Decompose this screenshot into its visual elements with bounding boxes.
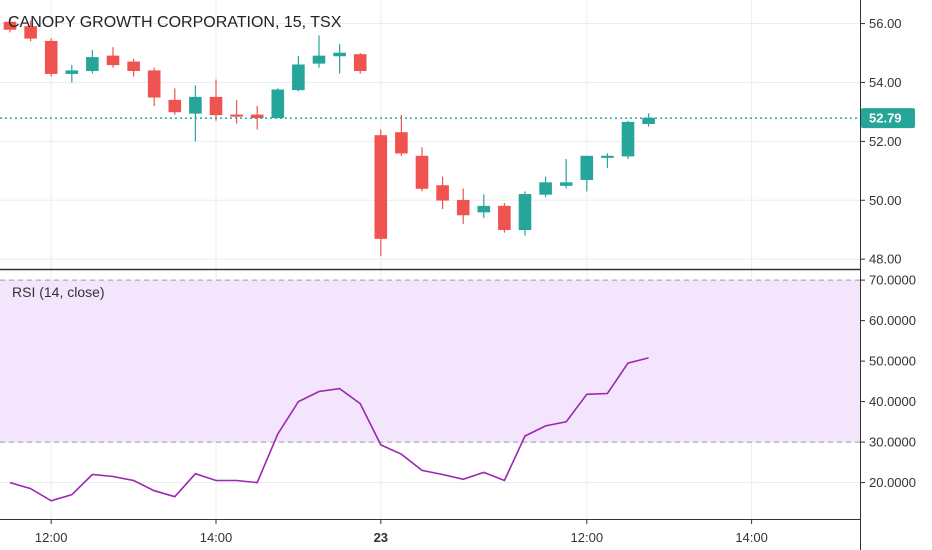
candle[interactable]: [642, 113, 655, 127]
candle[interactable]: [86, 50, 99, 74]
candle-body: [209, 96, 223, 116]
candle[interactable]: [601, 153, 614, 168]
time-axis-ticks[interactable]: 12:00 14:00 23 12:00 14:00: [35, 519, 768, 545]
candle[interactable]: [3, 17, 17, 33]
candle-body: [106, 55, 120, 66]
time-tick-label: 12:00: [571, 530, 604, 545]
candle[interactable]: [65, 64, 79, 83]
candle-body: [271, 89, 285, 119]
candle-body: [456, 199, 470, 216]
candle-body: [333, 52, 346, 57]
time-tick-label: 14:00: [735, 530, 768, 545]
price-tick-label: 50.00: [869, 193, 902, 208]
candle-body: [24, 26, 37, 39]
chart-title: CANOPY GROWTH CORPORATION, 15, TSX: [8, 14, 342, 31]
price-axis-ticks[interactable]: 48.00 50.00 52.00 54.00 56.00: [860, 16, 902, 267]
candle-body: [580, 155, 594, 180]
candle-body: [86, 57, 99, 71]
candle-body: [518, 194, 532, 231]
candle-body: [230, 114, 243, 117]
time-tick-label: 14:00: [200, 530, 233, 545]
candle[interactable]: [147, 67, 161, 107]
price-tick-label: 54.00: [869, 75, 902, 90]
candle-body: [127, 61, 140, 71]
last-price-tag-bg: [861, 108, 915, 129]
time-tick-label: 12:00: [35, 530, 68, 545]
candle-body: [3, 21, 17, 30]
candle[interactable]: [436, 176, 449, 210]
candle-body: [189, 96, 202, 114]
candle[interactable]: [230, 100, 243, 124]
candle[interactable]: [518, 191, 532, 236]
candle[interactable]: [292, 55, 305, 92]
candle-body: [415, 155, 429, 189]
rsi-axis-ticks[interactable]: 20.0000 30.0000 40.0000 50.0000 60.0000 70.00…: [860, 273, 916, 490]
candle[interactable]: [580, 155, 594, 192]
candle-body: [642, 117, 655, 124]
chart-axes: [0, 0, 861, 550]
candle[interactable]: [24, 20, 37, 42]
rsi-tick-label: 30.0000: [869, 435, 916, 450]
rsi-tick-label: 40.0000: [869, 394, 916, 409]
candle[interactable]: [189, 85, 202, 142]
candle-body: [353, 54, 367, 71]
candle[interactable]: [250, 106, 264, 130]
candle[interactable]: [271, 88, 285, 119]
candle[interactable]: [498, 203, 511, 233]
candle[interactable]: [456, 188, 470, 224]
candle-body: [44, 40, 58, 74]
rsi-tick-label: 20.0000: [869, 475, 916, 490]
candle[interactable]: [395, 114, 408, 157]
candle-body: [436, 185, 449, 201]
candle[interactable]: [477, 194, 491, 218]
candle-body: [498, 205, 511, 231]
candle-body: [477, 205, 491, 213]
candle-body: [312, 55, 326, 64]
price-candles[interactable]: [3, 17, 655, 257]
candle-body: [292, 64, 305, 91]
candle-body: [395, 132, 408, 154]
time-tick-label: 23: [374, 530, 388, 545]
candle[interactable]: [333, 44, 346, 74]
candle-body: [250, 114, 264, 119]
candle[interactable]: [353, 53, 367, 74]
candle[interactable]: [127, 58, 140, 77]
candle-body: [539, 182, 552, 195]
last-price-label: 52.79: [869, 111, 902, 126]
candle[interactable]: [539, 176, 552, 198]
rsi-tick-label: 50.0000: [869, 354, 916, 369]
last-price-tag: 52.79: [861, 108, 915, 129]
rsi-line[interactable]: [9, 357, 649, 502]
rsi-indicator-label[interactable]: RSI (14, close): [12, 284, 105, 300]
candle-body: [65, 70, 79, 74]
candle-body: [559, 182, 573, 186]
candle[interactable]: [168, 88, 182, 115]
candle[interactable]: [106, 47, 120, 68]
price-tick-label: 52.00: [869, 134, 902, 149]
candle[interactable]: [559, 159, 573, 189]
rsi-tick-label: 60.0000: [869, 313, 916, 328]
candle[interactable]: [374, 129, 388, 257]
candle-body: [374, 135, 388, 239]
rsi-band: [0, 280, 860, 443]
candle-body: [147, 70, 161, 98]
candle[interactable]: [44, 38, 58, 77]
price-tick-label: 48.00: [869, 252, 902, 267]
candle[interactable]: [621, 120, 635, 160]
candle-body: [621, 121, 635, 157]
candle[interactable]: [209, 79, 223, 121]
candle-body: [168, 99, 182, 113]
candle[interactable]: [312, 35, 326, 68]
rsi-tick-label: 70.0000: [869, 273, 916, 288]
candle[interactable]: [415, 147, 429, 192]
price-tick-label: 56.00: [869, 16, 902, 31]
candle-body: [601, 155, 614, 158]
